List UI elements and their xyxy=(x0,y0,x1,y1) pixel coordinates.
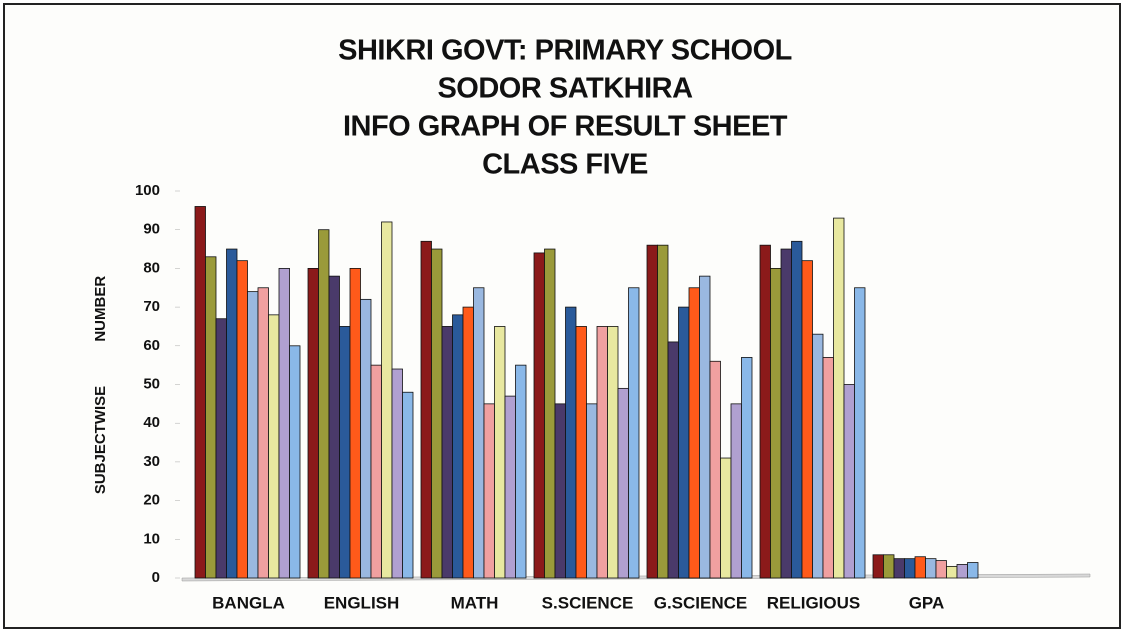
bar xyxy=(956,564,968,579)
bar xyxy=(257,287,269,579)
bar xyxy=(688,287,700,579)
bar xyxy=(822,357,834,579)
bar xyxy=(565,306,577,579)
bar xyxy=(709,360,721,579)
bar xyxy=(946,565,958,579)
bar xyxy=(360,298,372,579)
y-tick-label: 10 xyxy=(143,530,160,547)
y-tick-label: 50 xyxy=(143,375,160,392)
bar xyxy=(617,387,629,579)
y-tick-label: 0 xyxy=(152,569,160,586)
bar xyxy=(533,252,545,579)
bar xyxy=(628,287,640,579)
bar xyxy=(452,314,464,579)
y-tick-label: 90 xyxy=(143,221,160,238)
bar xyxy=(473,287,485,579)
bar xyxy=(289,345,301,579)
bar xyxy=(554,403,566,579)
bar xyxy=(904,558,916,579)
chart-title: SHIKRI GOVT: PRIMARY SCHOOL xyxy=(338,35,792,67)
bar xyxy=(215,318,227,579)
bar xyxy=(236,260,248,579)
bar xyxy=(586,403,598,579)
y-tick-label: 100 xyxy=(135,182,160,199)
bar xyxy=(307,267,319,579)
x-tick-label: ENGLISH xyxy=(324,593,400,612)
bar xyxy=(720,457,732,579)
bar xyxy=(678,306,690,579)
bar xyxy=(328,275,340,579)
bar xyxy=(278,267,290,579)
bar xyxy=(515,364,527,579)
bar xyxy=(833,217,845,579)
bar xyxy=(318,229,330,579)
bar xyxy=(504,395,516,579)
bar xyxy=(967,562,979,579)
bar xyxy=(441,326,453,579)
bar xyxy=(420,240,432,579)
x-tick-label: GPA xyxy=(909,593,945,612)
bar xyxy=(893,558,905,579)
bar xyxy=(883,554,895,579)
bar xyxy=(268,314,280,579)
chart-title: SODOR SATKHIRA xyxy=(437,73,693,105)
bar xyxy=(759,244,771,579)
x-tick-label: RELIGIOUS xyxy=(767,593,861,612)
chart-title: CLASS FIVE xyxy=(482,149,648,181)
bar xyxy=(657,244,669,579)
bar xyxy=(402,391,414,579)
bar xyxy=(872,554,884,579)
bar xyxy=(391,368,403,579)
bar xyxy=(194,206,206,579)
bar xyxy=(741,357,753,579)
bar xyxy=(801,260,813,579)
bar xyxy=(544,248,556,579)
bar xyxy=(483,403,495,579)
bar xyxy=(812,333,824,579)
x-tick-label: S.SCIENCE xyxy=(542,593,634,612)
bar xyxy=(780,248,792,579)
bar xyxy=(699,275,711,579)
x-tick-label: MATH xyxy=(451,593,499,612)
bar xyxy=(854,287,866,579)
y-tick-label: 80 xyxy=(143,259,160,276)
y-tick-label: 60 xyxy=(143,337,160,354)
bar xyxy=(730,403,742,579)
bar xyxy=(575,326,587,579)
y-tick-label: 70 xyxy=(143,298,160,315)
bar xyxy=(247,291,259,579)
bar xyxy=(791,240,803,579)
bar xyxy=(914,556,926,579)
chart-title: INFO GRAPH OF RESULT SHEET xyxy=(343,111,788,143)
bar xyxy=(462,306,474,579)
bar xyxy=(596,326,608,579)
bar xyxy=(843,384,855,579)
bar xyxy=(349,267,361,579)
bar xyxy=(925,558,937,579)
bar xyxy=(646,244,658,579)
y-axis-label: SUBJECTWISE NUMBER xyxy=(92,276,109,495)
bar xyxy=(370,364,382,579)
y-tick-label: 20 xyxy=(143,492,160,509)
bar xyxy=(431,248,443,579)
bar xyxy=(607,326,619,579)
bar xyxy=(935,560,947,579)
bar xyxy=(494,326,506,579)
bar xyxy=(667,341,679,579)
bar xyxy=(205,256,217,579)
bar xyxy=(770,267,782,579)
bar xyxy=(381,221,393,579)
x-tick-label: G.SCIENCE xyxy=(654,593,748,612)
bar xyxy=(339,326,351,579)
y-tick-label: 30 xyxy=(143,453,160,470)
x-tick-label: BANGLA xyxy=(212,593,285,612)
bar xyxy=(226,248,238,579)
y-tick-label: 40 xyxy=(143,414,160,431)
